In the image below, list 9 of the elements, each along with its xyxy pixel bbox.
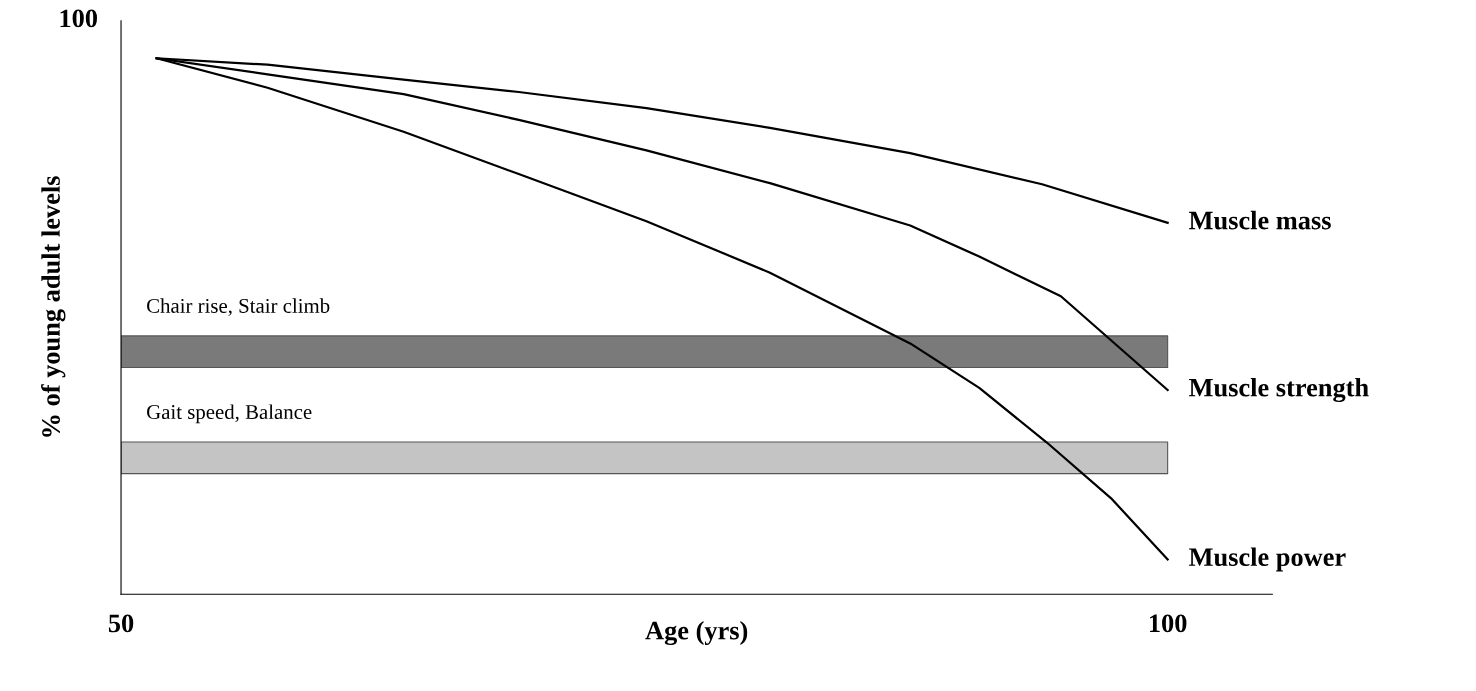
text: 100 [60, 9, 97, 28]
band-label: Gait speed, Balance [147, 404, 312, 424]
x-axis-title: Age (yrs) [645, 620, 748, 646]
x-tick-label: 50 [108, 614, 134, 633]
band-label: Chair rise, Stair climb [147, 298, 330, 316]
series-label: Muscle power [1189, 547, 1346, 572]
y-axis-title: % of young adult levels [41, 176, 66, 437]
series-label: Muscle strength [1189, 377, 1369, 403]
series-label: Muscle mass [1189, 210, 1331, 230]
